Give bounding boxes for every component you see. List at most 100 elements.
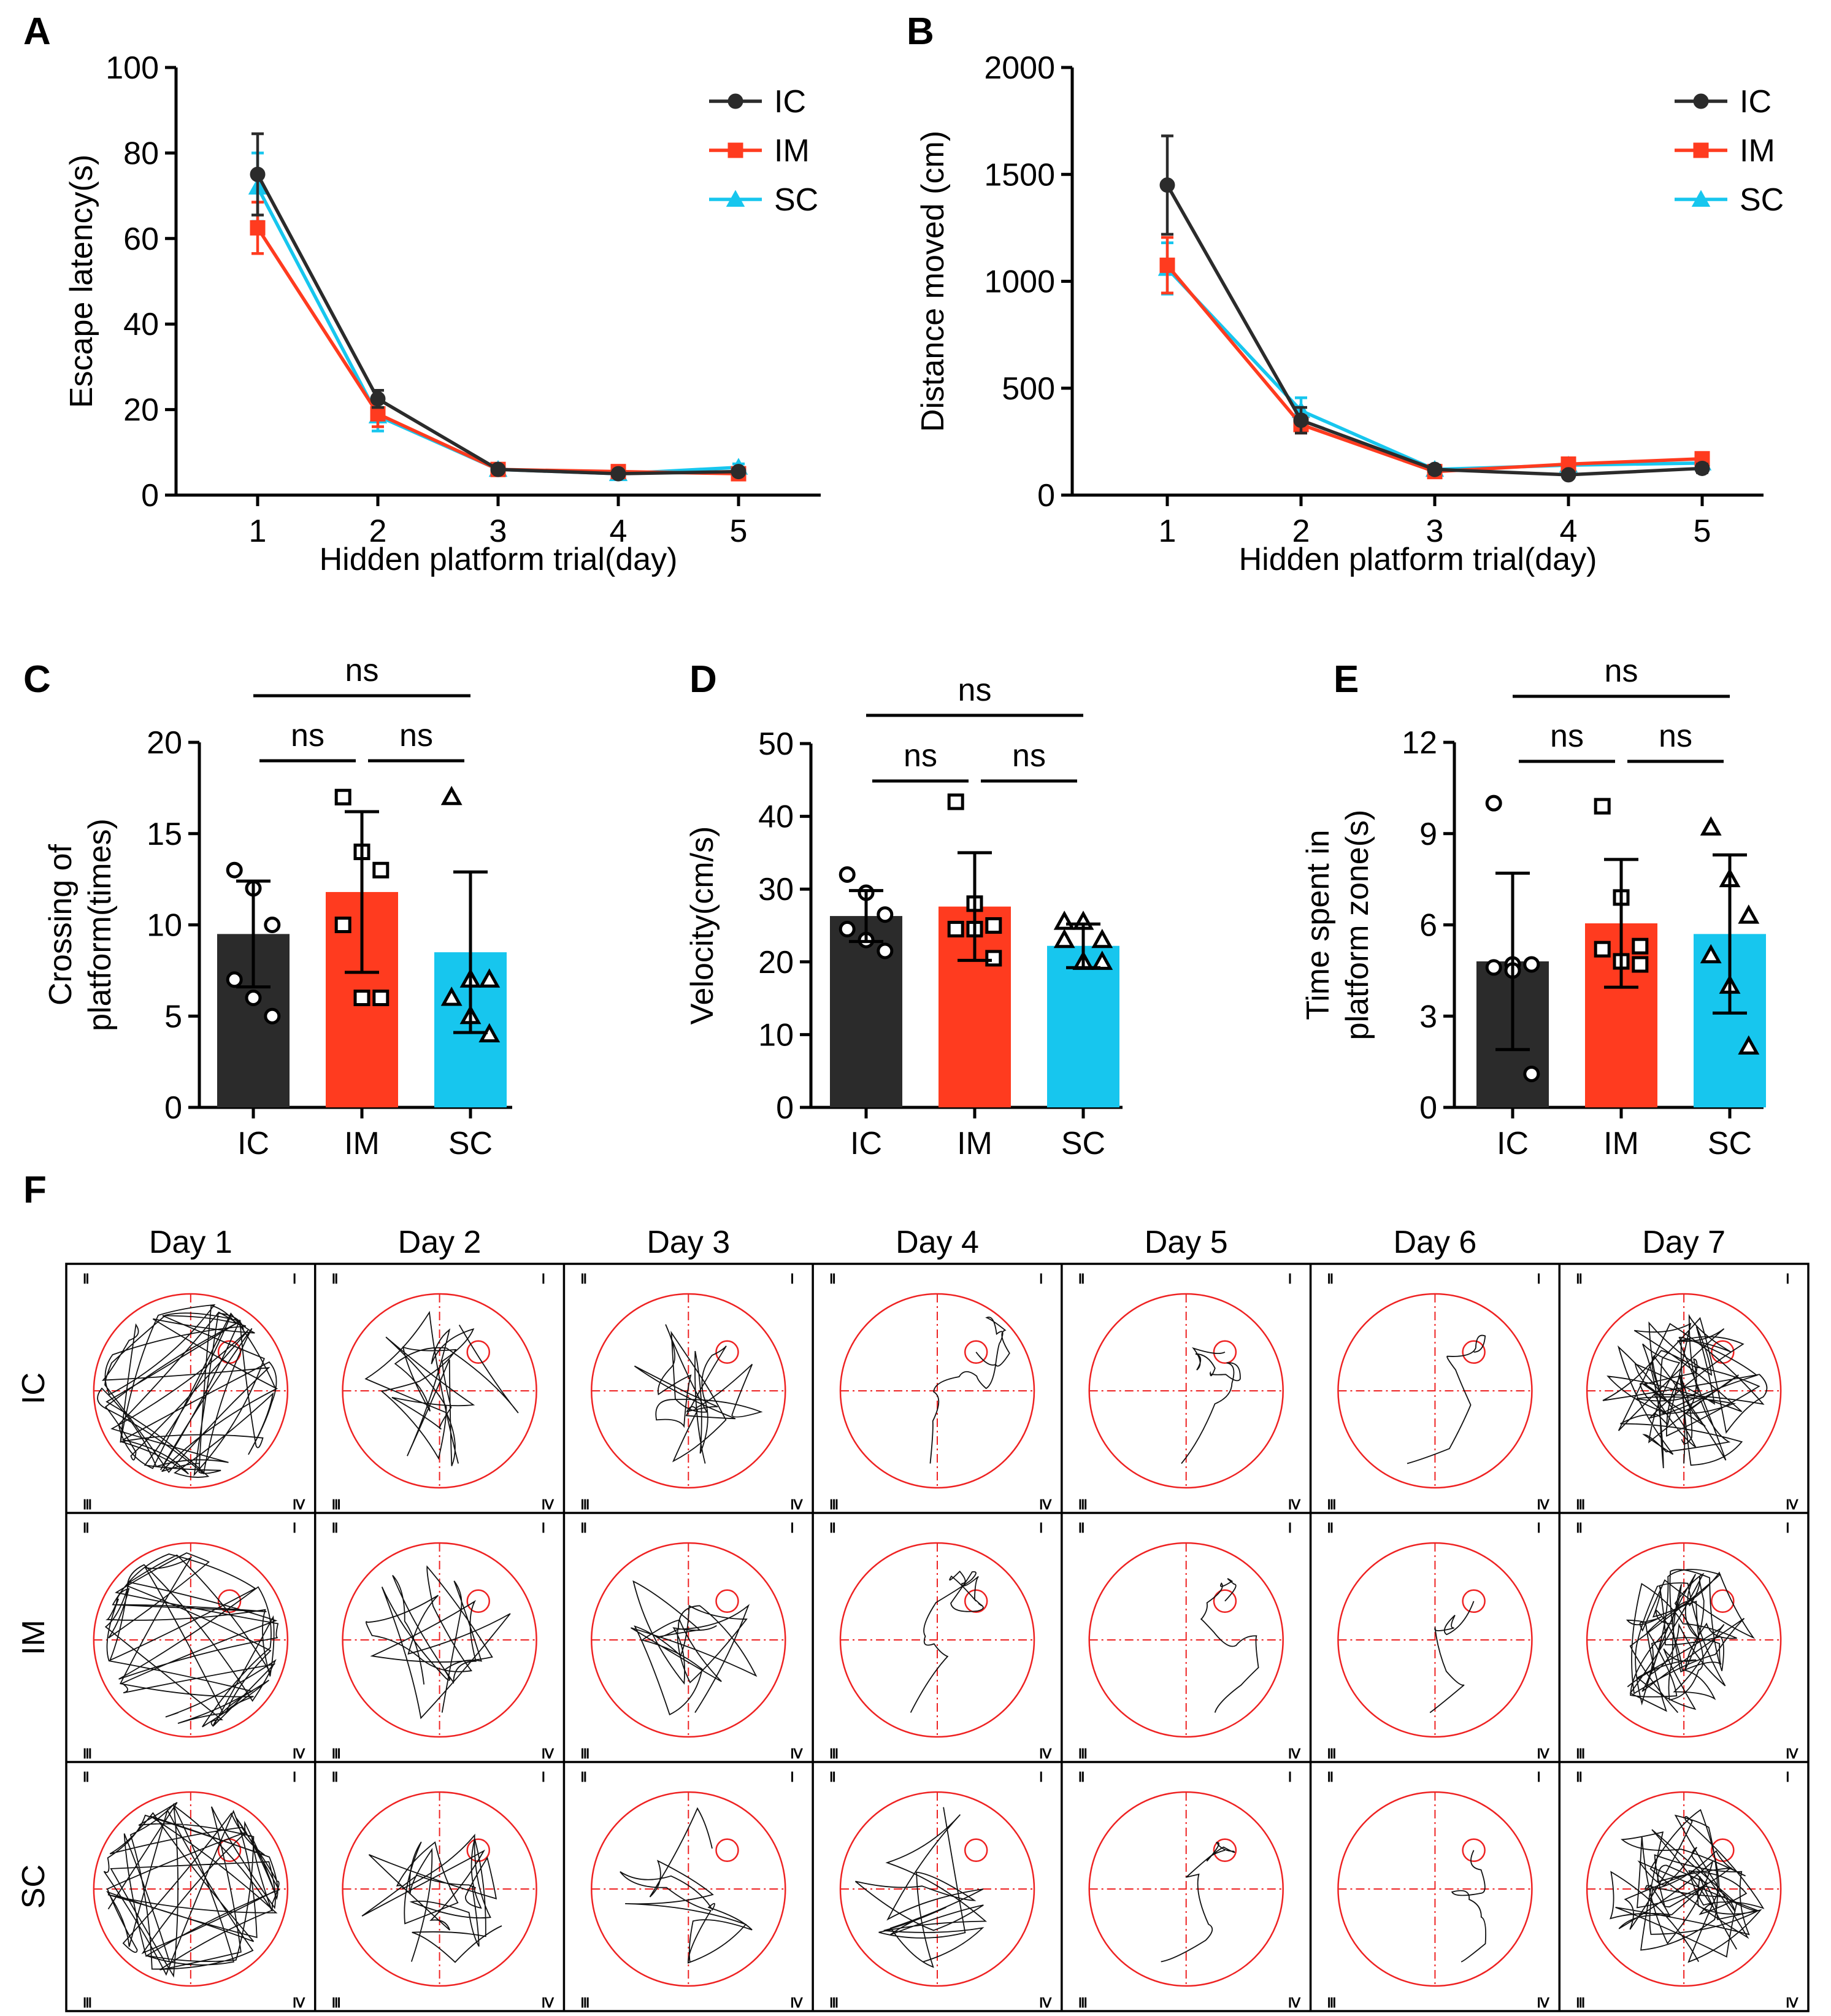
data-point [1523, 1065, 1540, 1082]
data-point [1594, 941, 1611, 958]
swim-path [364, 1310, 519, 1466]
trajectory-cell: Ⅱ Ⅰ Ⅲ Ⅳ [1078, 1520, 1301, 1761]
swim-path [854, 1807, 988, 1968]
y-tick-label: 0 [1419, 1090, 1437, 1126]
quadrant-label: Ⅲ [580, 1497, 589, 1512]
swim-path [1602, 1314, 1768, 1469]
trajectory-cell: Ⅱ Ⅰ Ⅲ Ⅳ [829, 1769, 1052, 2010]
trajectory-cell: Ⅱ Ⅰ Ⅲ Ⅳ [829, 1271, 1052, 1512]
series-line [1165, 184, 1703, 477]
data-point [947, 920, 964, 937]
quadrant-label: Ⅱ [1327, 1520, 1334, 1536]
quadrant-label: Ⅳ [293, 1995, 305, 2010]
x-tick-label: 2 [369, 514, 387, 549]
panel-a-escape-latency: 0 20 40 60 80 100 1 2 3 4 5 Hidden platform trial(d… [64, 50, 821, 577]
data-point [1560, 467, 1576, 483]
legend-marker [1691, 190, 1711, 207]
data-point [1700, 816, 1722, 836]
quadrant-label: Ⅳ [1039, 1746, 1052, 1761]
series-im [250, 201, 747, 482]
y-axis-title: platform(times) [82, 818, 118, 1031]
quadrant-label: Ⅰ [542, 1271, 546, 1287]
quadrant-label: Ⅰ [1537, 1271, 1541, 1287]
y-tick-label: 6 [1419, 908, 1437, 944]
quadrant-label: Ⅰ [293, 1271, 297, 1287]
data-point [1485, 794, 1502, 812]
y-tick-label: 15 [147, 817, 182, 852]
data-point [839, 866, 856, 883]
x-tick-label: IC [237, 1126, 269, 1161]
quadrant-label: Ⅰ [1537, 1769, 1541, 1785]
quadrant-label: Ⅱ [1327, 1271, 1334, 1287]
quadrant-label: Ⅳ [293, 1497, 305, 1512]
quadrant-label: Ⅰ [1039, 1769, 1043, 1785]
swim-path [910, 1570, 984, 1713]
quadrant-label: Ⅰ [1537, 1520, 1541, 1536]
data-point [610, 466, 626, 482]
series-im [1159, 236, 1710, 480]
platform-circle [1711, 1589, 1735, 1614]
y-axis-title: Distance moved (cm) [915, 131, 951, 432]
platform-circle [964, 1340, 988, 1364]
data-point [353, 990, 370, 1006]
data-point [250, 220, 266, 236]
quadrant-label: Ⅱ [829, 1271, 836, 1287]
quadrant-label: Ⅰ [790, 1271, 794, 1287]
quadrant-label: Ⅳ [1537, 1746, 1549, 1761]
significance-label: ns [345, 653, 379, 688]
legend-label: IM [774, 133, 810, 169]
quadrant-label: Ⅰ [1288, 1769, 1292, 1785]
trajectory-cell: Ⅱ Ⅰ Ⅲ Ⅳ [83, 1520, 305, 1761]
swim-path [1181, 1347, 1241, 1464]
swim-path [103, 1802, 280, 1978]
platform-circle [466, 1589, 491, 1614]
swim-path [97, 1304, 278, 1478]
legend-label: IC [774, 84, 806, 120]
x-tick-label: 5 [1694, 514, 1711, 549]
quadrant-label: Ⅱ [580, 1271, 587, 1287]
y-tick-label: 10 [147, 908, 182, 944]
trajectory-cell: Ⅱ Ⅰ Ⅲ Ⅳ [332, 1769, 555, 2010]
data-point [731, 464, 747, 480]
trajectory-cell: Ⅱ Ⅰ Ⅲ Ⅳ [1078, 1769, 1301, 2010]
y-tick-label: 40 [758, 799, 794, 835]
quadrant-label: Ⅲ [829, 1995, 839, 2010]
data-point [226, 971, 243, 988]
quadrant-label: Ⅰ [790, 1520, 794, 1536]
trajectory-cell: Ⅱ Ⅰ Ⅲ Ⅳ [1078, 1271, 1301, 1512]
y-tick-label: 9 [1419, 817, 1437, 852]
quadrant-label: Ⅰ [1786, 1271, 1790, 1287]
y-tick-label: 2000 [984, 50, 1055, 86]
data-point [440, 785, 463, 806]
quadrant-label: Ⅳ [293, 1746, 305, 1761]
y-tick-label: 60 [123, 221, 159, 257]
x-tick-label: SC [1061, 1126, 1105, 1161]
quadrant-label: Ⅲ [1327, 1497, 1336, 1512]
data-point [334, 917, 351, 933]
legend-marker [727, 93, 743, 109]
quadrant-label: Ⅱ [829, 1769, 836, 1785]
trajectory-cell: Ⅱ Ⅰ Ⅲ Ⅳ [83, 1271, 305, 1512]
panel-letter-a: A [23, 10, 51, 53]
platform-circle [1213, 1589, 1237, 1614]
day-header: Day 5 [1145, 1225, 1228, 1260]
quadrant-label: Ⅰ [790, 1769, 794, 1785]
panel-b-distance-moved: 0 500 1000 1500 2000 1 2 3 4 5 Hidden platform tri… [915, 50, 1784, 577]
series-line [1165, 267, 1703, 471]
y-tick-label: 50 [758, 726, 794, 762]
quadrant-label: Ⅱ [83, 1520, 90, 1536]
data-point [250, 166, 266, 182]
data-point [490, 461, 506, 477]
swim-path [631, 1580, 758, 1715]
y-tick-label: 30 [758, 872, 794, 907]
data-point [1485, 959, 1502, 976]
data-point [1738, 1035, 1760, 1055]
platform-circle [1462, 1838, 1486, 1863]
quadrant-label: Ⅳ [542, 1995, 555, 2010]
quadrant-label: Ⅰ [542, 1769, 546, 1785]
quadrant-label: Ⅳ [1537, 1497, 1549, 1512]
trajectory-cell: Ⅱ Ⅰ Ⅲ Ⅳ [580, 1520, 803, 1761]
quadrant-label: Ⅲ [1078, 1746, 1088, 1761]
group-label: IM [16, 1620, 52, 1655]
quadrant-label: Ⅲ [1078, 1995, 1088, 2010]
